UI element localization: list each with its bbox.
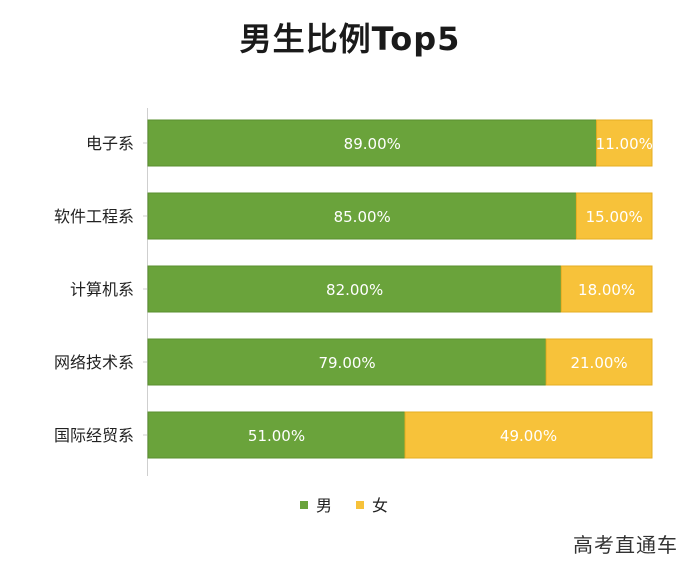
legend-swatch: [300, 501, 308, 509]
legend: 男女: [300, 496, 388, 515]
bar-segment: [575, 192, 653, 240]
data-label: 18.00%: [578, 281, 635, 299]
bar-segment: [560, 265, 653, 313]
category-label: 计算机系: [70, 280, 134, 299]
bar-segment: [596, 119, 653, 167]
data-label: 49.00%: [500, 427, 557, 445]
bar-segment: [404, 411, 653, 459]
watermark-text: 高考直通车: [573, 533, 678, 557]
legend-label: 男: [316, 496, 332, 515]
bar-segment: [147, 192, 577, 240]
category-label: 网络技术系: [54, 353, 134, 372]
bars-layer: 89.00% 11.00% 85.00% 15.00% 82.00% 18.00% 79.0…: [147, 119, 653, 459]
data-label: 51.00%: [248, 427, 305, 445]
legend-swatch: [356, 501, 364, 509]
chart-title: 男生比例Top5: [239, 20, 461, 58]
bar-segment: [147, 265, 562, 313]
legend-label: 女: [372, 496, 388, 515]
data-label: 82.00%: [326, 281, 383, 299]
bar-segment: [147, 411, 406, 459]
category-label: 电子系: [86, 134, 134, 153]
data-label: 89.00%: [344, 135, 401, 153]
data-label: 15.00%: [586, 208, 643, 226]
category-label: 软件工程系: [54, 207, 134, 226]
category-label: 国际经贸系: [54, 426, 134, 445]
data-label: 11.00%: [596, 135, 653, 153]
data-label: 85.00%: [334, 208, 391, 226]
bar-segment: [147, 338, 547, 386]
data-label: 21.00%: [570, 354, 627, 372]
bar-segment: [545, 338, 653, 386]
data-label: 79.00%: [318, 354, 375, 372]
